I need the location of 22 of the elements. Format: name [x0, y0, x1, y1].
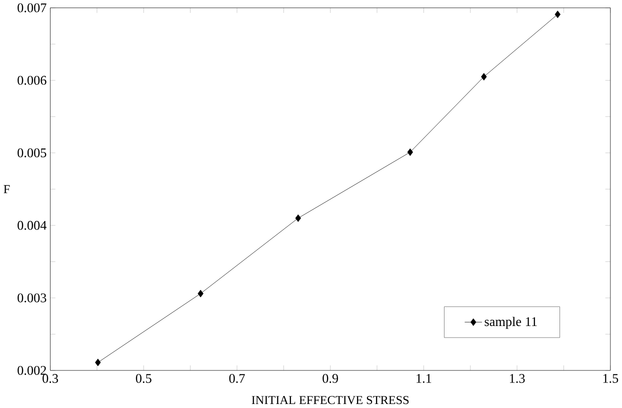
point: [481, 73, 487, 81]
x-tick-label: 0.5: [136, 374, 152, 384]
y-tick-label: 0.002: [18, 366, 46, 376]
y-tick-label: 0.007: [18, 4, 46, 13]
y-tick-label: 0.005: [18, 148, 46, 158]
y-tick-label: 0.004: [18, 221, 47, 230]
y-tick-label: 0.006: [18, 76, 46, 86]
point: [198, 290, 204, 298]
x-tick-label: 0.9: [322, 374, 338, 384]
point: [295, 214, 302, 222]
x-tick-label: 1.1: [416, 374, 432, 384]
point: [95, 358, 101, 366]
x-tick-label: 0.7: [229, 374, 245, 384]
x-axis-title: INITIAL EFFECTIVE STRESS: [252, 396, 409, 404]
x-tick-label: 1.5: [603, 374, 618, 384]
x-tick-label: 0.3: [42, 374, 58, 384]
y-axis-title: F: [4, 185, 10, 194]
x-tick-label: 1.3: [510, 374, 525, 384]
legend-label: sample 11: [484, 317, 537, 329]
point: [554, 10, 561, 18]
point: [407, 148, 414, 156]
y-tick-label: 0.003: [18, 294, 46, 303]
